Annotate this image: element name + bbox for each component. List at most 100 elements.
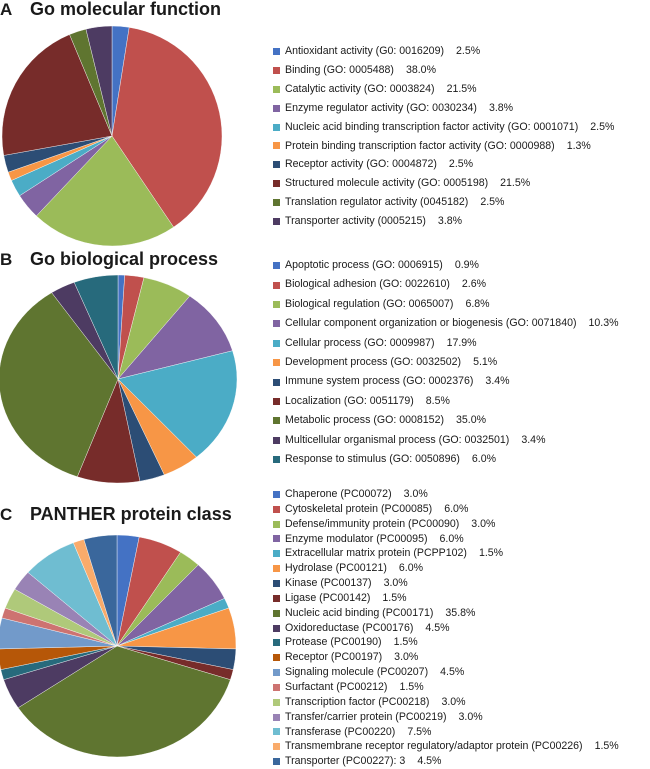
legend-percent: 6.0% xyxy=(439,532,464,545)
panel-letter: B xyxy=(0,250,13,269)
panel-letter: C xyxy=(0,505,13,524)
legend-percent: 2.6% xyxy=(461,278,487,291)
legend-label: Signaling molecule (PC00207) xyxy=(285,666,429,679)
legend-label: Enzyme modulator (PC00095) xyxy=(285,532,428,545)
legend-item: Extracellular matrix protein (PCPP102) 1.… xyxy=(273,546,619,561)
legend-item: Transfer/carrier protein (PC00219) 3.0% xyxy=(273,710,619,725)
legend-percent: 3.8% xyxy=(488,101,514,114)
legend-swatch xyxy=(273,180,280,188)
pie-slice xyxy=(85,25,113,137)
legend-item: Translation regulator activity (0045182)… xyxy=(273,193,614,212)
legend-swatch xyxy=(273,104,280,112)
legend-label: Metabolic process (GO: 0008152) xyxy=(285,414,444,427)
legend-percent: 7.5% xyxy=(407,725,432,738)
panel-title: Go molecular function xyxy=(30,0,222,19)
legend-item: Receptor (PC00197) 3.0% xyxy=(273,650,619,665)
legend-label: Cellular component organization or bioge… xyxy=(285,317,577,330)
legend-percent: 3.0% xyxy=(394,651,419,664)
pie-slice xyxy=(36,135,174,247)
legend-percent: 5.1% xyxy=(473,356,498,369)
legend-percent: 0.9% xyxy=(454,259,479,271)
legend-item: Cellular component organization or bioge… xyxy=(273,314,619,333)
legend-label: Transmembrane receptor regulatory/adapto… xyxy=(285,740,583,753)
legend-label: Response to stimulus (GO: 0050896) xyxy=(285,453,460,466)
legend-item: Apoptotic process (GO: 0006915) 0.9% xyxy=(273,256,619,275)
legend-swatch xyxy=(273,535,280,543)
legend-item: Surfactant (PC00212) 1.5% xyxy=(273,680,619,695)
legend-item: Signaling molecule (PC00207) 4.5% xyxy=(273,665,619,680)
legend-label: Cellular process (GO: 0009987) xyxy=(285,336,435,349)
legend: Apoptotic process (GO: 0006915) 0.9% Biolo… xyxy=(273,256,619,469)
legend-label: Localization (GO: 0051179) xyxy=(285,394,414,407)
legend: Antioxidant activity (G0: 0016209) 2.5% Bi… xyxy=(273,42,614,231)
pie-slice xyxy=(1,34,113,156)
legend-swatch xyxy=(273,301,280,309)
legend-item: Multicellular organismal process (GO: 00… xyxy=(273,431,619,450)
legend-percent: 21.5% xyxy=(500,177,531,190)
legend-label: Nucleic acid binding (PC00171) xyxy=(285,606,434,619)
legend-swatch xyxy=(273,398,280,406)
legend-item: Transcription factor (PC00218) 3.0% xyxy=(273,695,619,710)
legend-item: Hydrolase (PC00121) 6.0% xyxy=(273,561,619,576)
legend-percent: 6.0% xyxy=(398,562,424,575)
pie-slice xyxy=(73,274,119,380)
legend-label: Multicellular organismal process (GO: 00… xyxy=(285,433,510,446)
legend-swatch xyxy=(273,378,280,386)
legend-label: Transfer/carrier protein (PC00219) xyxy=(285,710,447,723)
legend-percent: 38.0% xyxy=(405,63,436,76)
legend-swatch xyxy=(273,262,280,270)
legend-swatch xyxy=(273,728,280,736)
legend-percent: 10.3% xyxy=(588,317,619,330)
legend-swatch xyxy=(273,85,280,93)
legend-percent: 3.4% xyxy=(521,433,546,446)
legend-swatch xyxy=(273,66,280,74)
legend-item: Metabolic process (GO: 0008152) 35.0% xyxy=(273,411,619,430)
panel-title: PANTHER protein class xyxy=(30,504,232,524)
pie-slice xyxy=(111,27,223,228)
legend-percent: 35.0% xyxy=(455,414,487,427)
legend-swatch xyxy=(273,683,280,691)
legend-item: Enzyme regulator activity (GO: 0030234) 3… xyxy=(273,99,614,118)
legend-item: Transferase (PC00220) 7.5% xyxy=(273,725,619,740)
legend-swatch xyxy=(273,624,280,632)
legend-swatch xyxy=(273,505,280,513)
legend-item: Chaperone (PC00072) 3.0% xyxy=(273,487,619,502)
legend-item: Biological adhesion (GO: 0022610) 2.6% xyxy=(273,275,619,294)
legend-item: Enzyme modulator (PC00095) 6.0% xyxy=(273,532,619,547)
legend-swatch xyxy=(273,456,280,464)
legend-label: Transferase (PC00220) xyxy=(285,725,396,738)
pie-slice xyxy=(117,295,233,380)
legend-item: Transporter (PC00227): 3 4.5% xyxy=(273,754,619,769)
legend-percent: 4.5% xyxy=(425,621,450,634)
legend-label: Immune system process (GO: 0002376) xyxy=(285,375,474,388)
legend-item: Biological regulation (GO: 0065007) 6.8% xyxy=(273,295,619,314)
legend-label: Hydrolase (PC00121) xyxy=(285,562,387,575)
legend-item: Oxidoreductase (PC00176) 4.5% xyxy=(273,621,619,636)
legend-swatch xyxy=(273,339,280,347)
legend-swatch xyxy=(273,669,280,677)
legend-percent: 3.0% xyxy=(441,695,466,708)
legend-swatch xyxy=(273,594,280,602)
legend-label: Transporter activity (0005215) xyxy=(285,215,426,228)
legend-item: Immune system process (GO: 0002376) 3.4% xyxy=(273,372,619,391)
legend-swatch xyxy=(273,281,280,289)
legend-label: Biological adhesion (GO: 0022610) xyxy=(285,278,450,291)
legend-item: Ligase (PC00142) 1.5% xyxy=(273,591,619,606)
legend-swatch xyxy=(273,436,280,444)
pie-slice xyxy=(17,645,231,758)
legend-swatch xyxy=(273,47,280,55)
panel-title: Go biological process xyxy=(30,249,219,269)
legend-label: Development process (GO: 0032502) xyxy=(285,356,462,369)
legend-item: Nucleic acid binding (PC00171) 35.8% xyxy=(273,606,619,621)
legend-percent: 3.4% xyxy=(485,375,510,388)
legend-swatch xyxy=(273,161,280,169)
pie-chart xyxy=(0,534,237,758)
legend-swatch xyxy=(273,609,280,617)
legend-item: Receptor activity (GO: 0004872) 2.5% xyxy=(273,155,614,174)
legend-percent: 2.5% xyxy=(448,158,474,171)
legend-percent: 3.0% xyxy=(458,710,483,723)
legend-percent: 1.3% xyxy=(566,139,591,152)
legend-percent: 3.0% xyxy=(383,577,408,590)
legend-swatch xyxy=(273,359,280,367)
legend-item: Binding (GO: 0005488) 38.0% xyxy=(273,61,614,80)
